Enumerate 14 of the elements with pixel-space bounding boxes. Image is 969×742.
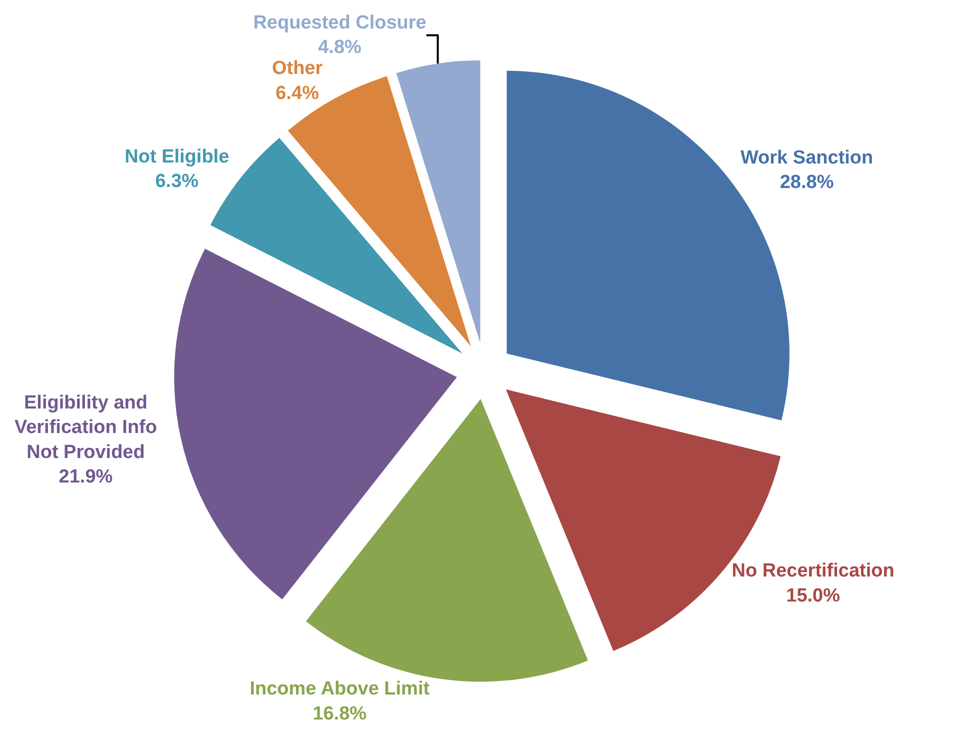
data-label: 15.0%	[786, 585, 840, 606]
slice-label: No Recertification	[732, 560, 894, 582]
data-label: 28.8%	[780, 172, 834, 193]
slice-label: Not Eligible	[124, 146, 230, 168]
slice-label: Work Sanction	[740, 147, 874, 168]
data-label: 21.9%	[58, 466, 113, 488]
data-label: 6.4%	[276, 82, 320, 104]
data-label: 6.3%	[155, 171, 199, 192]
slice-label: Income Above Limit	[250, 678, 430, 700]
data-label: 4.8%	[318, 37, 362, 58]
data-label: 16.8%	[312, 703, 367, 724]
slice-label: Eligibility and Verification Info Not Provided	[14, 392, 158, 463]
slice-label: Other	[272, 58, 324, 80]
slice-label: Requested Closure	[253, 12, 426, 34]
